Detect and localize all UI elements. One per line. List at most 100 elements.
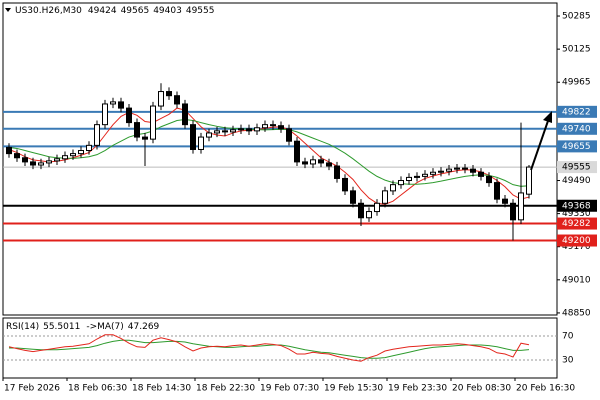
current-price-box — [557, 161, 597, 174]
candle-body — [230, 129, 236, 133]
level-label: 49822 — [562, 107, 591, 117]
candle-body — [166, 91, 172, 97]
y-tick-label: 49330 — [562, 209, 591, 219]
candle-body — [294, 140, 300, 163]
candle-body — [126, 107, 132, 124]
candle-body — [86, 144, 92, 152]
level-label-box — [557, 122, 597, 135]
level-label: 49200 — [562, 236, 591, 246]
candle-body — [286, 128, 292, 142]
candle-body — [14, 153, 20, 159]
candle-body — [422, 173, 428, 177]
candle-body — [62, 155, 68, 160]
candle-body — [262, 124, 268, 129]
x-tick-label: 17 Feb 2026 — [4, 384, 60, 394]
header-triangle — [5, 8, 11, 12]
candle-body — [342, 177, 348, 192]
rsi-header: RSI(14) 55.5011 ->MA(7) 47.269 — [6, 322, 160, 332]
candle-body — [382, 190, 388, 204]
candle-body — [142, 136, 148, 140]
candle-body — [414, 175, 420, 178]
candle-body — [190, 124, 196, 150]
y-tick-label: 50125 — [562, 45, 591, 55]
rsi-ma-label: ->MA(7) — [86, 322, 123, 332]
candle-body — [110, 101, 116, 105]
header-close: 49555 — [186, 6, 215, 16]
header-open: 49424 — [88, 6, 117, 16]
candle-body — [206, 132, 212, 138]
arrow-head — [543, 111, 552, 123]
rsi-value: 55.5011 — [43, 322, 80, 332]
candle-body — [326, 162, 332, 167]
candle-body — [150, 105, 156, 140]
candle-body — [222, 130, 228, 133]
level-label: 49655 — [562, 142, 591, 152]
candle-body — [70, 153, 76, 157]
rsi-ma-value: 47.269 — [128, 322, 160, 332]
x-tick-label: 20 Feb 16:30 — [516, 384, 575, 394]
candle-body — [94, 124, 100, 146]
current-price-label: 49555 — [562, 163, 591, 173]
x-tick-label: 18 Feb 14:30 — [132, 384, 191, 394]
rsi-ma-line — [9, 339, 530, 359]
arrow-shaft — [530, 117, 550, 171]
candle-body — [54, 158, 60, 162]
candle-body — [198, 136, 204, 150]
candle-body — [334, 165, 340, 179]
y-tick-label: 50285 — [562, 12, 591, 22]
candle-body — [430, 171, 436, 175]
y-tick-label: 49170 — [562, 242, 591, 252]
candle-body — [502, 198, 508, 204]
candle-body — [462, 167, 468, 170]
level-label-box — [557, 199, 597, 212]
level-label: 49282 — [562, 219, 591, 229]
candle-body — [494, 182, 500, 200]
candle-body — [310, 159, 316, 165]
candle-body — [390, 184, 396, 192]
symbol: US30.H26,M30 — [15, 6, 82, 16]
candle-body — [38, 162, 44, 166]
y-tick-label: 49490 — [562, 176, 591, 186]
header-high: 49565 — [121, 6, 150, 16]
rsi-line — [8, 334, 530, 362]
candle-body — [318, 159, 324, 164]
level-label-box — [557, 234, 597, 247]
candle-body — [446, 168, 452, 172]
candle-body — [302, 161, 308, 165]
candle-body — [366, 211, 372, 219]
candle-body — [30, 161, 36, 166]
candle-body — [486, 175, 492, 184]
candle-body — [278, 125, 284, 130]
rsi-panel — [2, 317, 558, 379]
y-tick-label: 48850 — [562, 308, 591, 318]
rsi-tick-label: 30 — [562, 356, 574, 366]
candle-body — [398, 180, 404, 186]
moving-average — [8, 118, 530, 187]
level-label-box — [557, 217, 597, 230]
x-tick-label: 19 Feb 07:30 — [260, 384, 319, 394]
moving-average — [8, 107, 530, 205]
candle-body — [350, 190, 356, 204]
candle-body — [182, 103, 188, 126]
x-tick-label: 19 Feb 15:30 — [324, 384, 383, 394]
candle-body — [526, 166, 532, 195]
candle-body — [254, 127, 260, 132]
level-label-box — [557, 140, 597, 153]
level-label: 49740 — [562, 124, 591, 134]
candle-body — [174, 95, 180, 105]
candle-body — [470, 168, 476, 173]
candle-body — [238, 128, 244, 131]
header-low: 49403 — [153, 6, 182, 16]
candle-body — [134, 122, 140, 138]
main-panel — [2, 2, 558, 316]
y-tick-label: 49965 — [562, 78, 591, 88]
rsi-tick-label: 70 — [562, 332, 574, 342]
candle-body — [46, 160, 52, 164]
candle-body — [374, 202, 380, 213]
candle-body — [102, 103, 108, 126]
candle-body — [454, 167, 460, 170]
candle-body — [478, 171, 484, 177]
candle-body — [118, 101, 124, 109]
candle-body — [518, 192, 524, 221]
candle-body — [358, 202, 364, 219]
